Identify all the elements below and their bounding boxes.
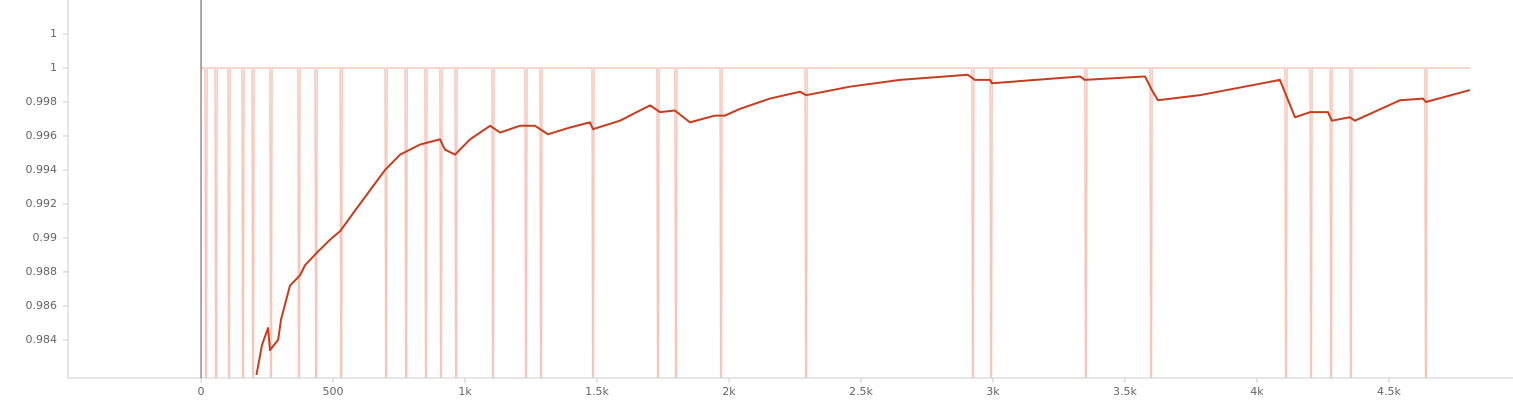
y-tick-label: 1 — [50, 27, 57, 40]
series-line — [255, 73, 1471, 376]
series-line — [201, 67, 1470, 378]
y-tick-label: 0.996 — [26, 129, 58, 142]
x-tick-label: 2.5k — [849, 385, 873, 398]
x-tick-label: 500 — [323, 385, 344, 398]
x-tick-label: 3k — [986, 385, 1000, 398]
y-tick-label: 1 — [50, 61, 57, 74]
y-tick-label: 0.988 — [26, 265, 58, 278]
y-tick-label: 0.992 — [26, 197, 58, 210]
y-tick-label: 0.998 — [26, 95, 58, 108]
x-tick-label: 4.5k — [1377, 385, 1401, 398]
plot-area — [201, 67, 1471, 378]
x-tick-label: 4k — [1250, 385, 1264, 398]
x-tick-label: 0 — [198, 385, 205, 398]
x-tick-label: 1k — [458, 385, 472, 398]
y-tick-label: 0.994 — [26, 163, 58, 176]
y-tick-label: 0.986 — [26, 299, 58, 312]
x-tick-label: 2k — [722, 385, 736, 398]
x-tick-label: 3.5k — [1113, 385, 1137, 398]
y-tick-label: 0.984 — [26, 333, 58, 346]
x-tick-label: 1.5k — [585, 385, 609, 398]
y-tick-label: 0.99 — [33, 231, 58, 244]
